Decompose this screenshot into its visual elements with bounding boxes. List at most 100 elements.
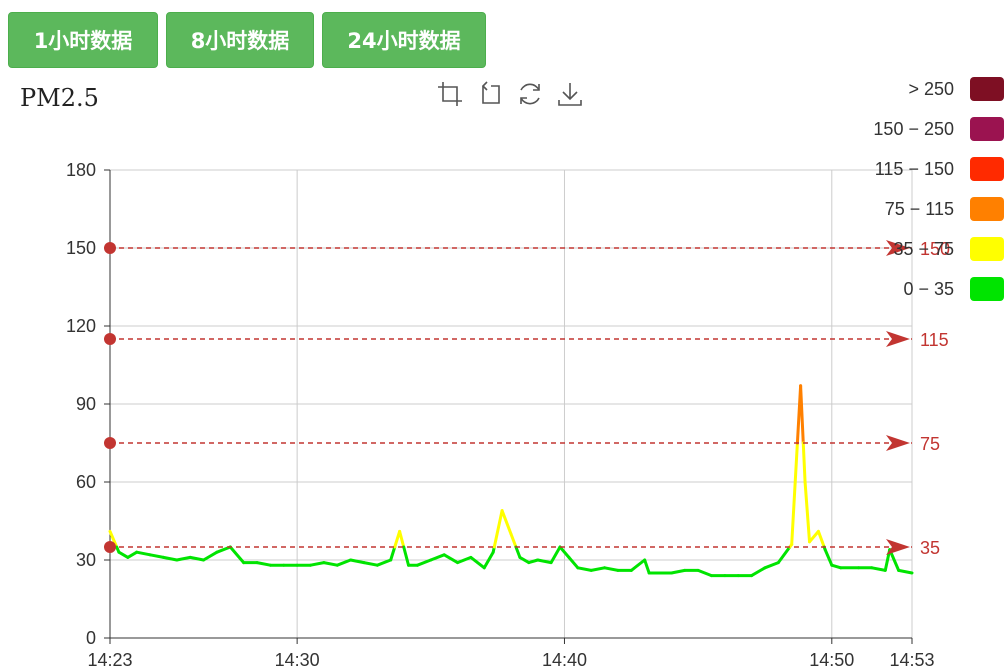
pm25-line-segment bbox=[202, 550, 219, 562]
chart-title: PM2.5 bbox=[20, 84, 99, 112]
legend-label: 115 − 150 bbox=[874, 158, 954, 179]
x-tick-label: 14:40 bbox=[542, 650, 587, 670]
pm25-line-segment bbox=[309, 561, 326, 567]
mark-line-arrow bbox=[886, 240, 910, 256]
mark-line-arrow bbox=[886, 331, 910, 347]
pm25-line-segment bbox=[126, 550, 139, 559]
pm25-line-segment bbox=[603, 566, 620, 572]
pm25-line-segment bbox=[816, 529, 826, 549]
pm25-line-segment bbox=[108, 529, 119, 549]
pm25-line-segment bbox=[549, 545, 562, 565]
legend-item[interactable]: 35 − 75 bbox=[893, 236, 1004, 262]
y-tick-label: 90 bbox=[76, 394, 96, 414]
legend-swatch bbox=[970, 277, 1004, 301]
pm25-line-segment bbox=[389, 545, 397, 562]
legend-swatch bbox=[970, 77, 1004, 101]
x-tick-label: 14:30 bbox=[275, 650, 320, 670]
pm25-line-segment bbox=[398, 529, 406, 549]
chart-toolbox bbox=[436, 80, 584, 108]
legend-label: > 250 bbox=[908, 78, 954, 99]
y-tick-label: 150 bbox=[66, 238, 96, 258]
legend-item[interactable]: 75 − 115 bbox=[885, 196, 1004, 222]
mark-line-start-point bbox=[104, 333, 116, 345]
pm25-line-segment bbox=[536, 558, 553, 565]
pm25-line-segment bbox=[823, 548, 834, 567]
mark-line-start-point bbox=[104, 242, 116, 254]
mark-line-start-point bbox=[104, 541, 116, 553]
8-hour-data-button[interactable]: 8小时数据 bbox=[166, 12, 314, 68]
pm25-line-segment bbox=[148, 553, 165, 559]
legend-item[interactable]: 0 − 35 bbox=[903, 276, 1004, 302]
legend-swatch bbox=[970, 117, 1004, 141]
pm25-line-segment bbox=[629, 558, 647, 572]
mark-line-arrow bbox=[886, 539, 910, 555]
pm25-line-segment bbox=[808, 529, 820, 544]
pm25-line-segment bbox=[801, 441, 807, 484]
x-tick-label: 14:53 bbox=[889, 650, 934, 670]
pm25-line-segment bbox=[255, 561, 272, 567]
range-button-group: 1小时数据 8小时数据 24小时数据 bbox=[8, 12, 486, 68]
pm25-line-segment bbox=[509, 532, 518, 549]
x-tick-label: 14:23 bbox=[87, 650, 132, 670]
pm25-line-segment bbox=[870, 566, 887, 572]
pm25-line-segment bbox=[215, 545, 232, 554]
mark-line-label: 75 bbox=[920, 434, 940, 454]
pm25-line-segment bbox=[492, 509, 504, 549]
pm25-line-segment bbox=[576, 566, 593, 572]
pm25-line-segment bbox=[188, 555, 206, 562]
pm25-line-segment bbox=[375, 558, 393, 567]
zoom-icon[interactable] bbox=[436, 80, 464, 108]
pm25-line-segment bbox=[776, 545, 792, 565]
pm25-line-segment bbox=[362, 561, 379, 567]
legend-swatch bbox=[970, 157, 1004, 181]
legend-swatch bbox=[970, 197, 1004, 221]
pm25-line-segment bbox=[897, 568, 914, 575]
pm25-line-segment bbox=[117, 550, 130, 559]
zoom-reset-icon[interactable] bbox=[476, 80, 504, 108]
mark-line-arrow bbox=[886, 435, 910, 451]
pm25-line-segment bbox=[135, 550, 152, 557]
y-tick-label: 60 bbox=[76, 472, 96, 492]
y-tick-label: 30 bbox=[76, 550, 96, 570]
1-hour-data-button[interactable]: 1小时数据 bbox=[8, 12, 158, 68]
x-tick-label: 14:50 bbox=[809, 650, 854, 670]
legend-item[interactable]: > 250 bbox=[908, 76, 1004, 102]
pm25-line-segment bbox=[429, 553, 446, 562]
pm25-line-segment bbox=[643, 558, 651, 575]
pm25-line-segment bbox=[349, 558, 366, 565]
pm25-line-segment bbox=[500, 509, 513, 536]
y-tick-label: 120 bbox=[66, 316, 96, 336]
legend-item[interactable]: 115 − 150 bbox=[875, 156, 1004, 182]
mark-line-start-point bbox=[104, 437, 116, 449]
pm25-line-segment bbox=[322, 561, 339, 567]
pm25-line-segment bbox=[482, 550, 495, 570]
mark-line-label: 115 bbox=[920, 330, 949, 350]
pm25-line-segment bbox=[589, 566, 607, 572]
pm25-line-segment bbox=[527, 558, 540, 565]
pm25-line-segment bbox=[335, 558, 353, 567]
pm25-line-segment bbox=[803, 480, 812, 544]
pm25-line-segment bbox=[469, 555, 486, 570]
legend-label: 75 − 115 bbox=[884, 198, 954, 219]
pm25-line-segment bbox=[830, 563, 843, 570]
restore-icon[interactable] bbox=[516, 80, 544, 108]
legend-label: 0 − 35 bbox=[903, 278, 954, 299]
pm25-line-segment bbox=[799, 384, 805, 445]
mark-line-label: 150 bbox=[920, 239, 950, 259]
24-hour-data-button[interactable]: 24小时数据 bbox=[322, 12, 486, 68]
legend-swatch bbox=[970, 237, 1004, 261]
pm25-line-segment bbox=[790, 441, 799, 546]
y-tick-label: 180 bbox=[66, 160, 96, 180]
pm25-line-segment bbox=[175, 555, 192, 562]
legend-label: 150 − 250 bbox=[873, 118, 954, 139]
pm25-line-segment bbox=[442, 553, 460, 565]
pm25-line-segment bbox=[415, 558, 433, 567]
legend-item[interactable]: 150 − 250 bbox=[873, 116, 1004, 142]
pm25-line-segment bbox=[763, 561, 780, 570]
pm25-line-segment bbox=[161, 555, 179, 562]
download-icon[interactable] bbox=[556, 80, 584, 108]
pm25-line-segment bbox=[514, 545, 522, 559]
pm25-line-segment bbox=[669, 568, 687, 575]
pm25-line-segment bbox=[456, 555, 473, 565]
